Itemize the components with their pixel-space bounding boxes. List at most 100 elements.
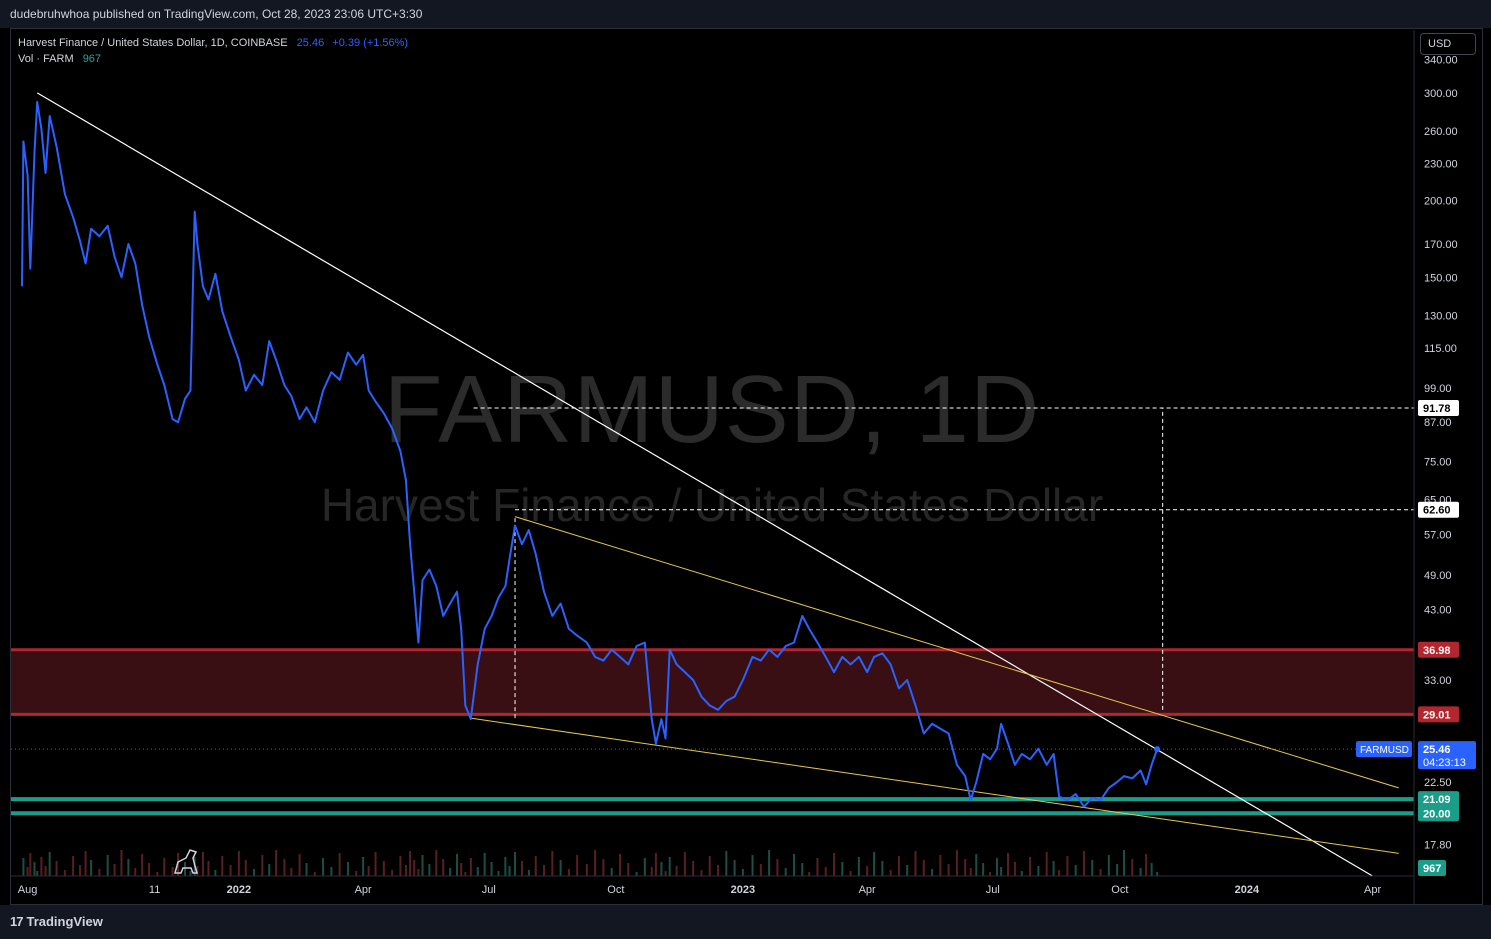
legend-symbol[interactable]: Harvest Finance / United States Dollar, … [18,37,288,49]
y-tick-label: 49.00 [1424,570,1452,582]
volume-bar [692,861,695,876]
price-label-bg [1418,399,1459,416]
price-label: 20.00 [1423,808,1451,820]
volume-bar [776,859,779,876]
volume-bar [469,858,472,876]
volume-bar [290,868,293,876]
volume-bar [1066,856,1069,876]
volume-bar [33,862,36,876]
volume-bar [127,859,130,876]
y-tick-label: 57.00 [1424,530,1452,542]
volume-bar [1139,868,1142,876]
legend-change: +0.39 (+1.56%) [332,37,409,49]
publisher-line: dudebruhwhoa published on TradingView.co… [10,7,423,21]
price-label-bg [1418,706,1459,723]
volume-bar [947,864,950,876]
volume-bar [26,867,29,876]
volume-bar [374,852,377,876]
volume-bar [391,870,394,876]
resistance-zone [11,649,1414,715]
price-chart[interactable]: 340.00 300.00 260.00 230.00 200.00 170.00 150.… [0,0,1491,905]
x-tick-label: 11 [149,884,160,896]
volume-bar [1116,864,1119,876]
volume-bar [768,850,771,876]
watermark-name: Harvest Finance / United States Dollar [320,479,1104,531]
bottom-bar [0,905,1491,939]
volume-bar [708,856,711,876]
volume-bar [939,855,942,876]
volume-bar [551,851,554,876]
volume-bar [751,855,754,876]
volume-bar [668,857,671,876]
y-tick-label: 99.00 [1424,383,1452,395]
wedge-lower-line [470,717,1399,854]
volume-bar [367,866,370,876]
volume-bar [355,871,358,876]
volume-bar [725,851,728,876]
y-tick-label: 150.00 [1424,272,1458,284]
x-tick-label: Apr [355,884,372,896]
volume-bar [476,867,479,876]
volume-bar [456,854,459,876]
currency-button[interactable]: USD [1420,33,1476,55]
volume-bar [63,870,66,876]
volume-bar [610,868,613,876]
volume-bar [464,872,467,876]
volume-bar [857,857,860,876]
volume-bar [792,854,795,876]
volume-bar [975,854,978,876]
volume-bar [585,864,588,876]
volume-bar [931,869,934,876]
volume-bar [833,853,836,876]
y-tick-label: 130.00 [1424,310,1458,322]
volume-bar [873,852,876,876]
y-tick-label: 260.00 [1424,126,1458,138]
price-label: 21.09 [1423,794,1451,806]
volume-bar [214,870,217,876]
volume-bar [841,862,844,876]
volume-bar [922,860,925,876]
volume-bar [602,859,605,876]
volume-bar [409,851,412,876]
wedge-upper-line [514,516,1399,789]
volume-bar [1074,865,1077,876]
countdown-label: 04:23:13 [1423,757,1466,769]
legend-volume-label[interactable]: Vol · FARM [18,53,74,65]
volume-bar [808,872,811,876]
dinosaur-icon [174,849,198,874]
x-tick-label: Oct [607,884,624,896]
volume-bar [1091,860,1094,876]
volume-bar [48,852,51,876]
volume-bar [36,871,39,876]
price-series-line [21,100,1159,808]
tradingview-logo[interactable]: 17 TradingView [10,914,103,929]
volume-bar [664,871,667,876]
y-tick-label: 170.00 [1424,239,1458,251]
volume-bar [784,868,787,876]
y-tick-label: 22.50 [1424,777,1452,789]
volume-bar [106,855,109,876]
y-tick-label: 43.00 [1424,605,1452,617]
volume-bar [413,860,416,876]
volume-tag-bg [1418,860,1446,876]
volume-bar [55,861,58,876]
tradingview-brand: TradingView [26,914,103,929]
volume-bar [483,853,486,876]
volume-bar [717,865,720,876]
volume-bar [460,863,463,876]
volume-bar [244,860,247,876]
volume-bar [490,862,493,876]
volume-bar [404,865,407,876]
volume-bar [29,853,32,876]
price-label: 62.60 [1423,505,1451,517]
volume-bar [1045,852,1048,876]
volume-bar [305,863,308,876]
price-label-bg [1418,641,1459,658]
y-tick-label: 75.00 [1424,457,1452,469]
volume-bar [675,866,678,876]
volume-bar [527,870,530,876]
y-tick-label: 340.00 [1424,55,1458,67]
volume-bar [44,866,47,876]
volume-bar [1020,871,1023,876]
y-tick-label: 230.00 [1424,159,1458,171]
